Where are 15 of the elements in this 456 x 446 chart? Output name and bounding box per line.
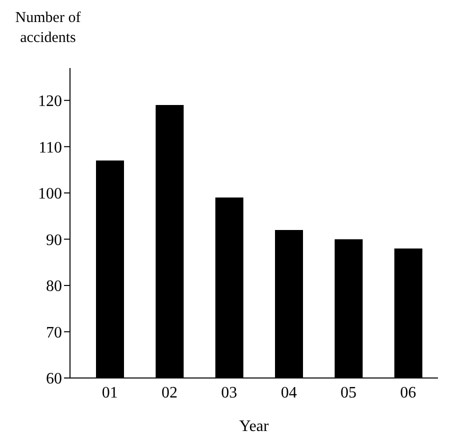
x-axis-title: Year	[239, 418, 270, 435]
x-tick-label: 03	[221, 384, 238, 402]
x-tick-label: 06	[400, 384, 416, 402]
y-tick-label: 90	[46, 232, 62, 249]
x-tick-label: 04	[280, 384, 297, 402]
x-tick-label: 05	[340, 384, 356, 402]
x-tick-label: 01	[102, 384, 118, 402]
y-tick-label: 100	[38, 186, 62, 203]
y-tick-label: 70	[46, 324, 62, 342]
y-axis-title: Number of accidents	[14, 9, 82, 48]
y-tick-label: 120	[38, 93, 62, 110]
x-tick-label: 02	[162, 384, 178, 402]
y-tick-label: 110	[38, 139, 62, 156]
y-tick-label: 80	[46, 278, 62, 296]
y-tick-label: 60	[46, 370, 62, 388]
